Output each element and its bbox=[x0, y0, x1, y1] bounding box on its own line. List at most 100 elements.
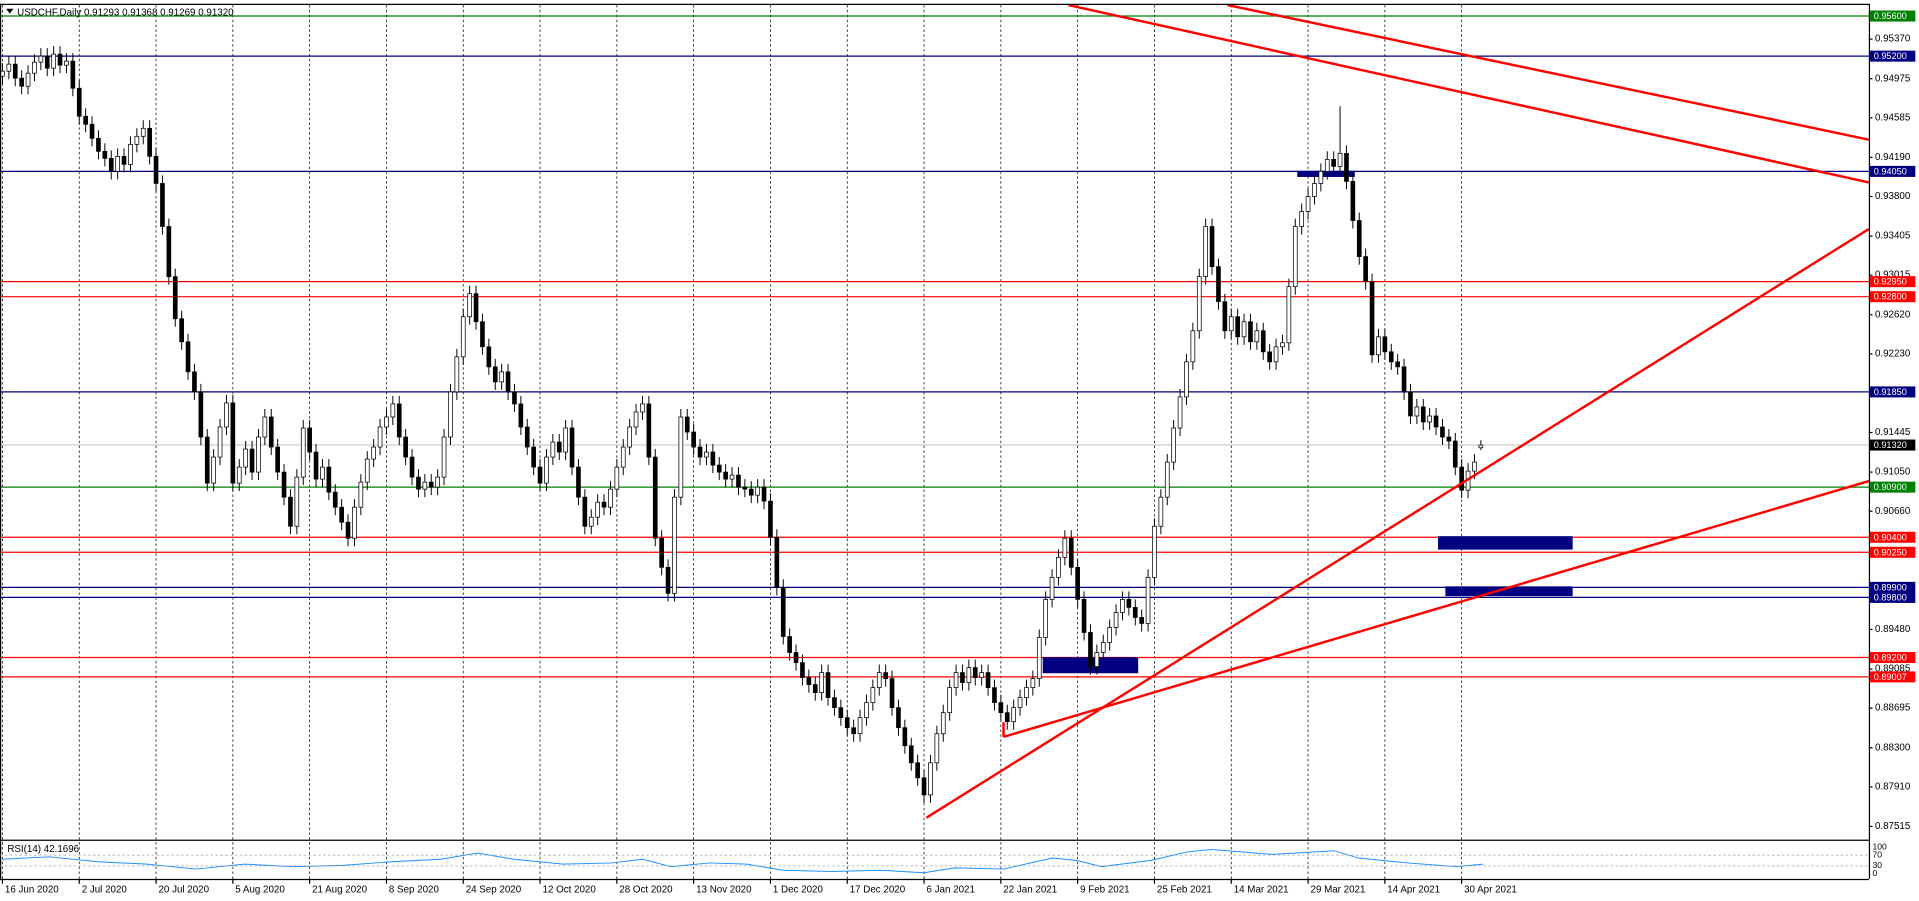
candle-body bbox=[704, 451, 709, 458]
candle-body bbox=[640, 403, 645, 413]
candle-body bbox=[1452, 440, 1458, 468]
candle-body bbox=[51, 53, 56, 69]
candle-body bbox=[1337, 152, 1343, 167]
x-tick-label: 14 Apr 2021 bbox=[1387, 884, 1440, 895]
candle-body bbox=[1056, 556, 1061, 578]
candle-body bbox=[44, 55, 50, 69]
candle-body bbox=[1280, 342, 1285, 348]
candle-body bbox=[320, 466, 325, 480]
candle-body bbox=[1299, 211, 1304, 227]
candle-body bbox=[889, 678, 895, 709]
candle-body bbox=[1376, 336, 1381, 356]
candle-body bbox=[576, 466, 581, 498]
candle-body bbox=[25, 72, 31, 87]
candle-body bbox=[486, 346, 492, 368]
candle-body bbox=[723, 471, 728, 480]
candle-body bbox=[1177, 396, 1183, 429]
y-tick-label: 0.88300 bbox=[1875, 742, 1911, 753]
candle-body bbox=[800, 662, 805, 678]
candle-body bbox=[1433, 415, 1439, 428]
candle-body bbox=[313, 451, 319, 480]
candle-body bbox=[550, 441, 556, 458]
candle-body bbox=[1024, 687, 1029, 698]
y-tick-label: 0.87515 bbox=[1875, 821, 1911, 832]
candle-body bbox=[243, 448, 248, 468]
candle-body bbox=[748, 488, 754, 496]
candle-body bbox=[384, 416, 389, 428]
level-label: 0.94050 bbox=[1874, 166, 1907, 176]
candle-body bbox=[64, 60, 69, 66]
candle-body bbox=[1017, 697, 1023, 709]
rsi-label: RSI(14) 42.1696 bbox=[7, 844, 79, 855]
level-tag bbox=[1870, 481, 1916, 493]
candle-body bbox=[1459, 466, 1464, 491]
x-tick-label: 22 Jan 2021 bbox=[1003, 884, 1057, 895]
trend-line bbox=[1227, 3, 1870, 141]
y-tick-label: 0.94975 bbox=[1875, 73, 1911, 84]
level-label: 0.92950 bbox=[1874, 277, 1907, 287]
y-tick-label: 0.90660 bbox=[1875, 506, 1911, 517]
y-tick-label: 0.94585 bbox=[1875, 112, 1911, 123]
candle-body bbox=[12, 63, 18, 79]
candle-body bbox=[275, 446, 280, 473]
candle-body bbox=[236, 466, 242, 484]
level-label: 0.89200 bbox=[1874, 653, 1907, 663]
level-label: 0.89007 bbox=[1874, 672, 1907, 682]
candle-body bbox=[755, 486, 760, 496]
candle-body bbox=[1241, 321, 1247, 338]
candle-body bbox=[1222, 301, 1228, 332]
candle-body bbox=[96, 137, 101, 152]
y-tick-label: 0.95370 bbox=[1875, 34, 1911, 45]
y-tick-label: 0.93800 bbox=[1875, 191, 1911, 202]
level-label: 0.95200 bbox=[1874, 51, 1907, 61]
y-tick-label: 0.89480 bbox=[1875, 624, 1911, 635]
x-tick-label: 8 Sep 2020 bbox=[389, 884, 440, 895]
level-label: 0.89900 bbox=[1874, 582, 1907, 592]
candle-body bbox=[633, 411, 639, 428]
candle-body bbox=[32, 61, 37, 74]
candle-body bbox=[998, 702, 1004, 714]
candle-body bbox=[1043, 599, 1048, 638]
rsi-tick-label: 100 bbox=[1872, 841, 1887, 851]
level-tag bbox=[1870, 50, 1916, 62]
candle-body bbox=[1011, 707, 1016, 723]
candle-body bbox=[896, 707, 901, 729]
candle-body bbox=[1190, 330, 1196, 363]
y-tick-label: 0.87910 bbox=[1875, 781, 1911, 792]
candle-body bbox=[153, 156, 159, 184]
candle-body bbox=[1292, 226, 1298, 288]
zone bbox=[1445, 586, 1573, 597]
candle-body bbox=[473, 293, 479, 323]
candle-body bbox=[160, 183, 165, 227]
menu-arrow[interactable] bbox=[6, 8, 14, 14]
candle-body bbox=[1324, 159, 1330, 172]
candle-body bbox=[595, 501, 600, 518]
candle-body bbox=[812, 684, 818, 693]
candle-body bbox=[390, 403, 396, 418]
candle-body bbox=[838, 707, 844, 719]
trend-lines bbox=[925, 3, 1870, 819]
candle-body bbox=[524, 426, 530, 448]
candle-body bbox=[870, 687, 876, 704]
high: 0.91368 bbox=[122, 7, 158, 18]
header: USDCHF,Daily 0.91293 0.91368 0.91269 0.9… bbox=[17, 7, 234, 18]
candle-body bbox=[1472, 461, 1477, 472]
y-tick-label: 0.92620 bbox=[1875, 309, 1911, 320]
candle-body bbox=[435, 476, 440, 488]
candle-body bbox=[966, 667, 972, 683]
candle-body bbox=[192, 371, 197, 393]
candle-body bbox=[556, 441, 562, 453]
candle-body bbox=[128, 143, 133, 165]
candle-body bbox=[1427, 415, 1432, 423]
candle-body bbox=[1062, 537, 1068, 558]
level-label: 0.90400 bbox=[1874, 532, 1907, 542]
candle-body bbox=[1312, 183, 1317, 197]
candle-body bbox=[1126, 599, 1132, 608]
candle-body bbox=[1100, 642, 1106, 653]
candle-body bbox=[345, 521, 351, 539]
level-label: 0.90900 bbox=[1874, 482, 1907, 492]
x-tick-label: 29 Mar 2021 bbox=[1311, 884, 1366, 895]
candle-body bbox=[102, 150, 108, 159]
candle-body bbox=[1107, 627, 1112, 643]
